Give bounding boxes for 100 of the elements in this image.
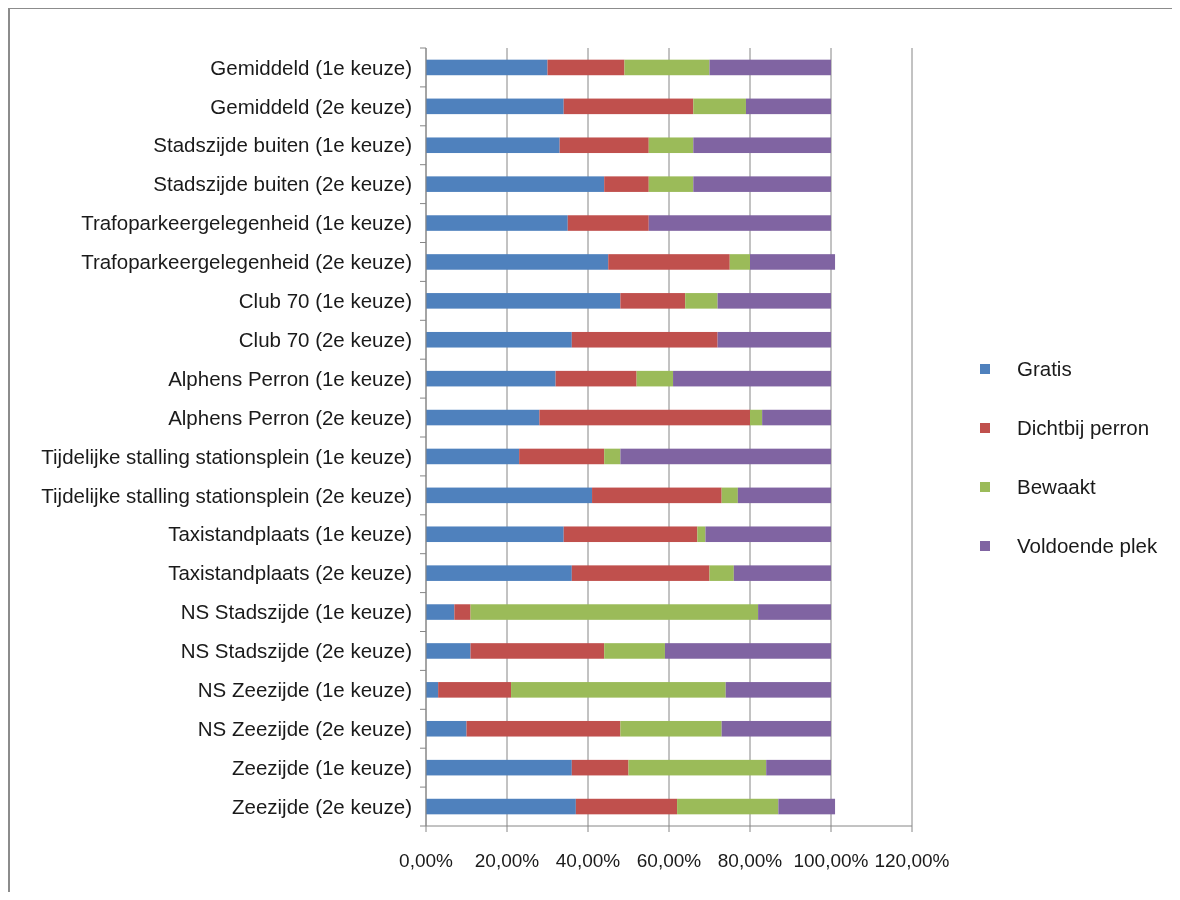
- bar: [693, 137, 831, 154]
- bar: [571, 759, 629, 776]
- bar: [571, 331, 718, 348]
- bar: [745, 98, 831, 115]
- bar: [426, 643, 471, 659]
- y-tick-label: NS Zeezijde (1e keuze): [197, 678, 412, 702]
- bar: [608, 254, 730, 270]
- bar: [555, 370, 637, 387]
- bar: [454, 604, 471, 620]
- x-tick-label: 120,00%: [874, 850, 950, 871]
- bar: [604, 643, 665, 659]
- x-tick-label: 100,00%: [793, 850, 869, 871]
- y-tick-label: Club 70 (2e keuze): [238, 327, 412, 351]
- y-tick-label: NS Stadszijde (1e keuze): [180, 600, 412, 624]
- bar: [547, 59, 625, 76]
- x-tick-label: 20,00%: [474, 850, 540, 871]
- bar: [563, 526, 698, 543]
- y-tick-label: Alphens Perron (1e keuze): [168, 366, 412, 390]
- bar: [426, 293, 621, 309]
- bar: [426, 798, 576, 815]
- bar: [559, 137, 649, 154]
- legend-label: Voldoende plek: [1017, 534, 1158, 558]
- bar: [705, 526, 831, 543]
- y-tick-label: Gemiddeld (1e keuze): [210, 55, 412, 79]
- bar: [470, 643, 605, 659]
- bar: [426, 565, 572, 581]
- y-tick-label: Trafoparkeergelegenheid (2e keuze): [81, 250, 412, 274]
- bar: [729, 254, 750, 270]
- y-tick-label: Zeezijde (2e keuze): [231, 794, 412, 818]
- y-tick-label: Trafoparkeergelegenheid (1e keuze): [81, 211, 412, 235]
- bar: [778, 798, 836, 815]
- y-tick-label: Taxistandplaats (1e keuze): [168, 522, 412, 546]
- bar: [470, 604, 759, 620]
- y-tick-label: Stadszijde buiten (1e keuze): [153, 133, 412, 157]
- bar: [592, 487, 722, 504]
- bar: [426, 176, 605, 192]
- bar: [737, 487, 831, 504]
- y-tick-label: Zeezijde (1e keuze): [231, 755, 412, 779]
- y-tick-label: Club 70 (1e keuze): [238, 289, 412, 313]
- bar: [426, 487, 593, 504]
- bar: [750, 254, 836, 270]
- bar: [648, 215, 831, 231]
- bar: [426, 682, 439, 698]
- bar: [721, 720, 831, 737]
- bar: [648, 137, 694, 154]
- bar: [624, 59, 710, 76]
- bar: [511, 682, 726, 698]
- bar: [766, 759, 831, 776]
- bar: [426, 448, 520, 465]
- bar: [693, 176, 831, 192]
- bar: [604, 448, 621, 465]
- y-tick-label: Taxistandplaats (2e keuze): [168, 561, 412, 585]
- bar: [426, 604, 455, 620]
- bar: [717, 331, 831, 348]
- bar: [426, 759, 572, 776]
- bar: [673, 370, 831, 387]
- bar: [563, 98, 694, 115]
- bar: [539, 409, 750, 426]
- legend-label: Bewaakt: [1017, 475, 1096, 499]
- x-tick-label: 40,00%: [555, 850, 621, 871]
- bar: [567, 215, 649, 231]
- bar: [426, 254, 609, 270]
- bar: [426, 370, 556, 387]
- x-tick-label: 60,00%: [636, 850, 702, 871]
- bar: [604, 176, 649, 192]
- y-tick-label: Stadszijde buiten (2e keuze): [153, 172, 412, 196]
- x-tick-label: 0,00%: [399, 850, 454, 871]
- bar: [717, 293, 831, 309]
- bar: [426, 331, 572, 348]
- bar: [697, 526, 706, 543]
- bar: [426, 59, 548, 76]
- bar: [426, 409, 540, 426]
- bar: [426, 720, 467, 737]
- x-tick-label: 80,00%: [717, 850, 783, 871]
- bar: [762, 409, 831, 426]
- bar: [519, 448, 605, 465]
- bar: [733, 565, 831, 581]
- y-tick-label: Alphens Perron (2e keuze): [168, 405, 412, 429]
- bar: [709, 59, 831, 76]
- y-tick-label: NS Zeezijde (2e keuze): [197, 716, 412, 740]
- bar: [620, 448, 831, 465]
- bar: [685, 293, 718, 309]
- y-tick-label: Gemiddeld (2e keuze): [210, 94, 412, 118]
- bar: [664, 643, 831, 659]
- bar: [575, 798, 678, 815]
- bar: [636, 370, 674, 387]
- legend-label: Dichtbij perron: [1017, 416, 1150, 440]
- y-tick-label: NS Stadszijde (2e keuze): [180, 639, 412, 663]
- bar: [466, 720, 621, 737]
- y-tick-label: Tijdelijke stalling stationsplein (1e keuze): [41, 444, 412, 468]
- bar: [693, 98, 746, 115]
- y-tick-label: Tijdelijke stalling stationsplein (2e keuze): [41, 483, 412, 507]
- bar: [750, 409, 763, 426]
- bar: [426, 526, 564, 543]
- bar: [426, 98, 564, 115]
- bar: [438, 682, 512, 698]
- bar: [628, 759, 767, 776]
- bar: [758, 604, 831, 620]
- bar: [571, 565, 710, 581]
- bar: [620, 293, 686, 309]
